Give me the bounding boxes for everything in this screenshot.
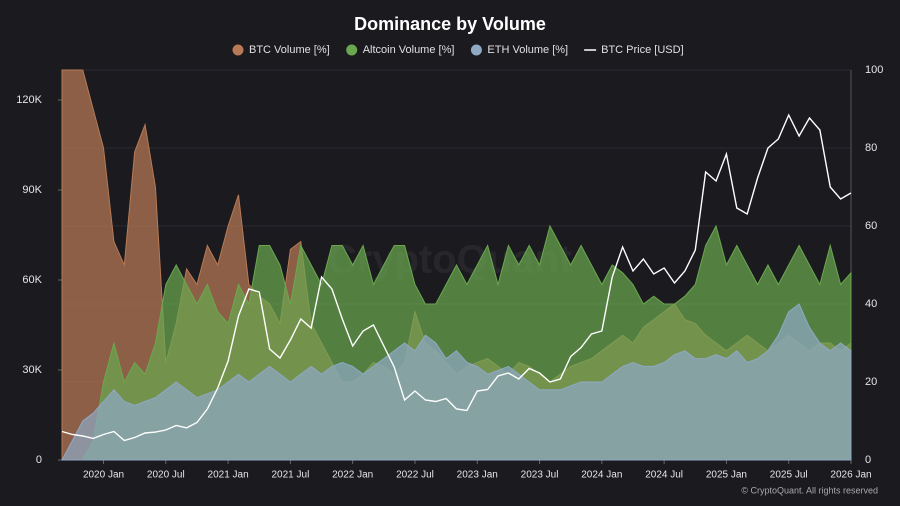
- chart-title: Dominance by Volume: [354, 14, 546, 34]
- y-tick-label: 90K: [22, 184, 42, 196]
- y2-tick-label: 20: [865, 376, 877, 388]
- legend-label: BTC Volume [%]: [249, 44, 330, 56]
- y2-tick-label: 80: [865, 142, 877, 154]
- x-tick-label: 2023 Jul: [521, 470, 559, 481]
- y-tick-label: 120K: [16, 94, 42, 106]
- legend-swatch: [232, 44, 244, 56]
- y-tick-label: 30K: [22, 364, 42, 376]
- x-tick-label: 2020 Jul: [147, 470, 185, 481]
- x-tick-label: 2020 Jan: [83, 470, 124, 481]
- footer: © CryptoQuant. All rights reserved: [741, 485, 878, 495]
- legend-label: Altcoin Volume [%]: [363, 44, 455, 56]
- x-tick-label: 2025 Jan: [706, 470, 747, 481]
- x-tick-label: 2025 Jul: [770, 470, 808, 481]
- x-tick-label: 2021 Jul: [271, 470, 309, 481]
- legend-swatch: [346, 44, 358, 56]
- area: [61, 303, 852, 461]
- y2-tick-label: 100: [865, 64, 883, 76]
- line: [61, 113, 852, 442]
- y2-tick-label: 60: [865, 220, 877, 232]
- x-tick-label: 2026 Jan: [830, 470, 871, 481]
- legend-swatch: [470, 44, 482, 56]
- x-tick-label: 2024 Jan: [581, 470, 622, 481]
- y2-tick-label: 0: [865, 454, 871, 466]
- legend-label: BTC Price [USD]: [601, 44, 684, 56]
- x-tick-label: 2022 Jul: [396, 470, 434, 481]
- x-tick-label: 2023 Jan: [457, 470, 498, 481]
- x-tick-label: 2022 Jan: [332, 470, 373, 481]
- x-tick-label: 2021 Jan: [208, 470, 249, 481]
- y2-tick-label: 40: [865, 298, 877, 310]
- y-tick-label: 0: [36, 454, 42, 466]
- y-tick-label: 60K: [22, 274, 42, 286]
- legend-label: ETH Volume [%]: [487, 44, 568, 56]
- x-tick-label: 2024 Jul: [645, 470, 683, 481]
